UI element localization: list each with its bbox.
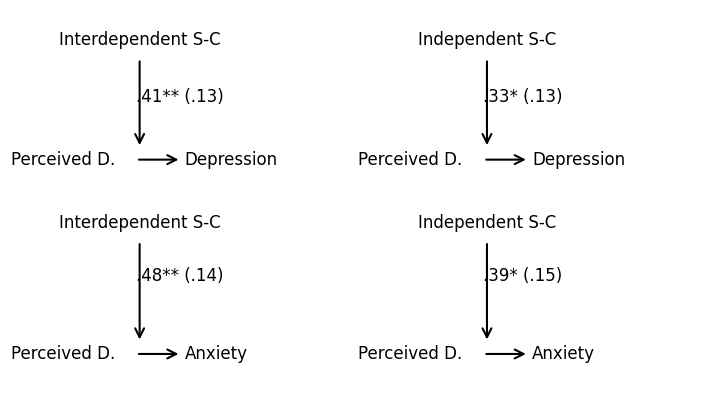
Text: Independent S-C: Independent S-C xyxy=(418,214,556,232)
Text: Interdependent S-C: Interdependent S-C xyxy=(59,214,221,232)
Text: Depression: Depression xyxy=(185,150,278,169)
Text: Interdependent S-C: Interdependent S-C xyxy=(59,31,221,49)
Text: .41** (.13): .41** (.13) xyxy=(136,89,224,106)
Text: Independent S-C: Independent S-C xyxy=(418,31,556,49)
Text: Anxiety: Anxiety xyxy=(185,345,247,363)
Text: .33* (.13): .33* (.13) xyxy=(484,89,563,106)
Text: Depression: Depression xyxy=(532,150,625,169)
Text: Perceived D.: Perceived D. xyxy=(11,150,115,169)
Text: .48** (.14): .48** (.14) xyxy=(136,267,224,285)
Text: Perceived D.: Perceived D. xyxy=(359,150,463,169)
Text: Anxiety: Anxiety xyxy=(532,345,595,363)
Text: Perceived D.: Perceived D. xyxy=(11,345,115,363)
Text: .39* (.15): .39* (.15) xyxy=(484,267,562,285)
Text: Perceived D.: Perceived D. xyxy=(359,345,463,363)
